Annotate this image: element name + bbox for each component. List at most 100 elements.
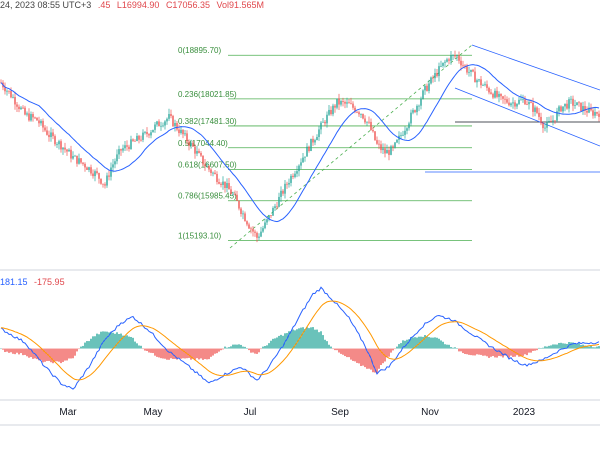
candle-body (372, 129, 374, 132)
candle-body (76, 155, 78, 164)
macd-histogram-bar (522, 348, 524, 356)
candle-body (488, 87, 490, 93)
candle-body (170, 114, 172, 116)
candle-body (490, 92, 492, 94)
candle-body (242, 213, 244, 215)
candle-body (34, 117, 36, 119)
candle-body (412, 110, 414, 113)
x-axis-tick-label: 2023 (513, 407, 536, 418)
candle-body (522, 99, 524, 101)
candle-body (192, 142, 194, 147)
candle-body (308, 146, 310, 152)
macd-histogram-bar (492, 348, 494, 357)
candle-body (116, 154, 118, 162)
candle-body (334, 105, 336, 108)
macd-histogram-bar (40, 348, 42, 360)
candle-body (428, 83, 430, 91)
candle-body (180, 129, 182, 134)
macd-histogram-bar (598, 346, 600, 349)
macd-histogram-bar (290, 331, 292, 349)
candle-body (28, 113, 30, 121)
macd-histogram-bar (254, 348, 256, 354)
candle-body (582, 106, 584, 112)
macd-histogram-bar (230, 346, 232, 349)
candle-body (164, 121, 166, 126)
candle-body (80, 158, 82, 163)
macd-histogram-bar (126, 335, 128, 349)
macd-histogram-bar (30, 348, 32, 358)
macd-histogram-bar (66, 348, 68, 361)
candle-body (300, 162, 302, 166)
macd-histogram-bar (352, 348, 354, 361)
candle-body (204, 164, 206, 167)
channel-lower-line (454, 87, 600, 147)
candle-body (246, 221, 248, 225)
candle-body (16, 104, 18, 107)
candle-body (188, 141, 190, 146)
macd-histogram-bar (44, 348, 46, 362)
candle-body (392, 146, 394, 148)
candle-body (212, 172, 214, 174)
candle-body (206, 166, 208, 167)
candle-body (24, 107, 26, 115)
candle-body (356, 111, 358, 113)
macd-histogram-bar (154, 348, 156, 356)
candle-body (480, 79, 482, 86)
macd-histogram-bar (364, 348, 366, 368)
macd-histogram-bar (228, 347, 230, 349)
macd-histogram-bar (162, 348, 164, 359)
macd-histogram-bar (410, 337, 412, 349)
macd-histogram-bar (240, 344, 242, 349)
macd-histogram-bar (12, 348, 14, 354)
candle-body (376, 140, 378, 144)
candle-body (410, 112, 412, 124)
candle-body (564, 103, 566, 107)
macd-histogram-bar (300, 327, 302, 349)
macd-histogram-bar (596, 346, 598, 349)
candle-body (58, 141, 60, 145)
fib-level-label: 0.382(17481.30) (178, 117, 237, 126)
macd-histogram-bar (424, 335, 426, 349)
candle-body (278, 196, 280, 207)
macd-histogram-bar (46, 348, 48, 361)
macd-histogram-bar (224, 346, 226, 349)
candle-body (384, 148, 386, 154)
candle-body (524, 99, 526, 105)
candle-body (476, 80, 478, 83)
macd-histogram-bar (48, 348, 50, 361)
candle-body (552, 120, 554, 122)
macd-histogram-bar (92, 336, 94, 349)
macd-histogram-bar (116, 332, 118, 349)
macd-histogram-bar (562, 343, 564, 349)
macd-histogram-bar (68, 348, 70, 359)
macd-histogram-bar (394, 348, 396, 350)
candle-body (88, 167, 90, 170)
candle-body (306, 146, 308, 157)
macd-histogram-bar (258, 348, 260, 353)
candle-body (134, 140, 136, 142)
macd-histogram-bar (146, 348, 148, 351)
candle-body (404, 130, 406, 135)
candle-body (40, 120, 42, 124)
candle-body (280, 190, 282, 197)
macd-histogram-bar (36, 348, 38, 360)
macd-histogram-bar (588, 346, 590, 349)
candle-body (292, 175, 294, 178)
macd-histogram-bar (382, 348, 384, 364)
macd-histogram-bar (344, 348, 346, 357)
candle-body (118, 149, 120, 155)
candle-body (248, 224, 250, 229)
macd-histogram-bar (398, 344, 400, 349)
macd-histogram-bar (470, 348, 472, 356)
macd-histogram-bar (330, 346, 332, 349)
candle-body (178, 129, 180, 134)
macd-histogram-bar (314, 329, 316, 349)
macd-histogram-bar (288, 331, 290, 349)
macd-histogram-bar (544, 346, 546, 349)
macd-histogram-bar (474, 348, 476, 356)
macd-histogram-bar (32, 348, 34, 359)
macd-histogram-bar (436, 337, 438, 349)
candle-body (596, 112, 598, 114)
candle-body (72, 156, 74, 159)
